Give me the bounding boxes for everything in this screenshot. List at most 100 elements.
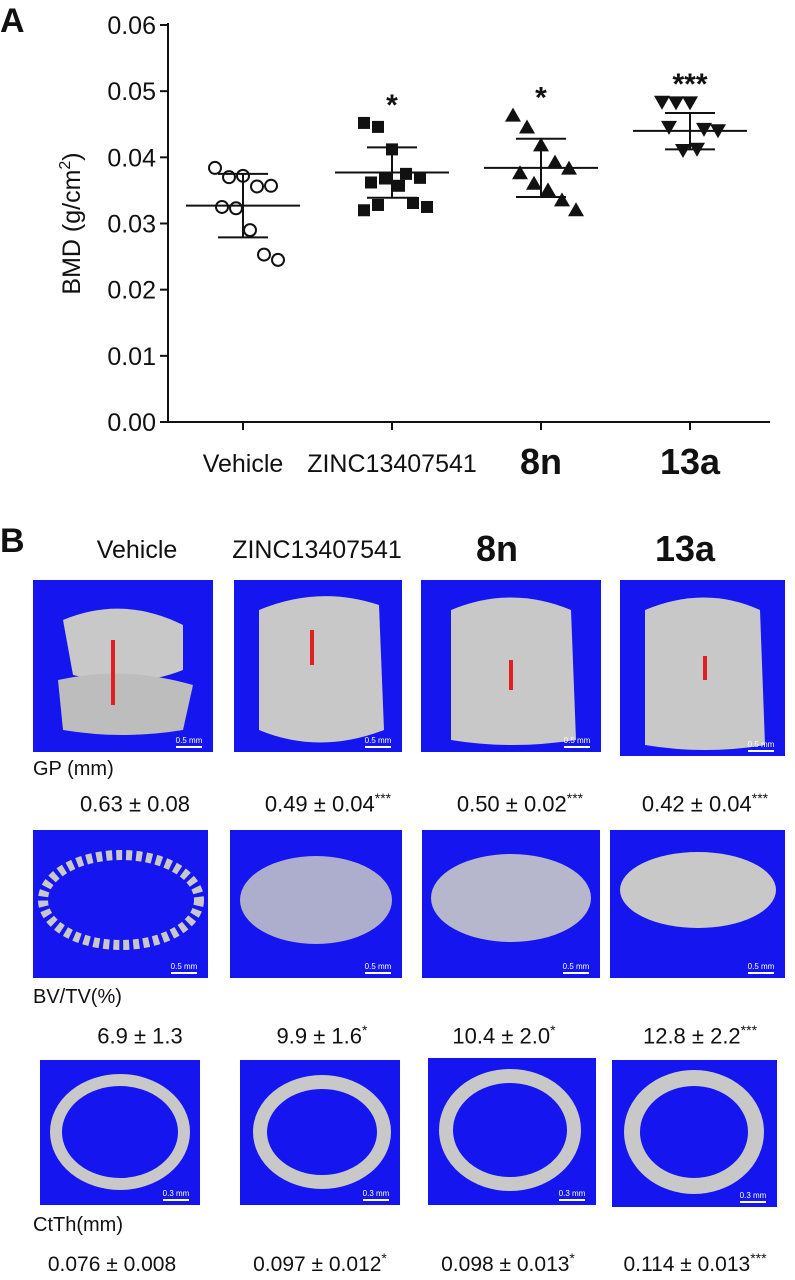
row-label-gp: GP (mm) [33,758,114,780]
bvtv-image-zinc: 0.5 mm [230,830,402,978]
data-point [540,182,556,197]
bvtv-stat-zinc: 9.9 ± 1.6* [276,1022,368,1049]
ctth-image-13a: 0.3 mm [612,1060,777,1207]
data-point [554,192,570,207]
y-tick-label: 0.04 [107,144,156,172]
data-point [257,247,271,262]
ctth-image-zinc: 0.3 mm [240,1060,400,1205]
data-point [250,179,264,194]
gp-stat-13a: 0.42 ± 0.04*** [641,790,769,817]
scale-bar: 0.5 mm [741,740,781,752]
scale-bar: 0.3 mm [552,1189,592,1201]
ctth-image-8n: 0.3 mm [428,1058,596,1205]
scale-bar: 0.3 mm [156,1189,196,1201]
gp-stat-vehicle: 0.63 ± 0.08 [80,791,190,817]
bvtv-image-vehicle: 0.5 mm [33,830,208,978]
x-tick-label: ZINC13407541 [307,450,477,478]
bvtv-image-13a: 0.5 mm [610,830,785,978]
data-point [372,198,384,211]
y-tick-label: 0.00 [107,409,156,437]
bone-render [620,852,776,928]
y-tick-label: 0.06 [107,12,156,40]
x-tick-label: Vehicle [203,450,284,478]
data-point [264,178,278,193]
col-head-8n: 8n [475,528,518,569]
col-head-13a: 13a [654,528,716,569]
bone-render [645,597,765,750]
data-point [379,172,391,185]
gp-image-zinc: 0.5 mm [234,580,402,752]
bone-render [431,854,591,942]
series-Vehicle [186,160,300,267]
ctth-image-vehicle: 0.3 mm [40,1060,200,1205]
gp-image-13a: 0.5 mm [620,580,785,756]
data-point [365,176,377,189]
data-point [372,120,384,133]
data-point [675,144,691,159]
series-8n: * [484,82,598,217]
y-axis-label: BMD (g/cm2) [57,152,86,294]
data-point [208,160,222,175]
scale-bar: 0.3 mm [733,1191,773,1203]
bone-render [439,1069,581,1191]
data-point [654,95,670,110]
data-point [400,167,412,180]
bvtv-image-8n: 0.5 mm [422,830,600,978]
significance-label: *** [672,68,707,101]
data-point [271,252,285,267]
col-head-zinc: ZINC13407541 [232,536,402,564]
bone-render [451,597,576,745]
data-point [393,179,405,192]
bone-render [624,1070,764,1194]
bone-render [58,608,193,735]
scale-bar: 0.5 mm [741,962,781,974]
scale-bar: 0.5 mm [169,736,209,748]
significance-label: * [535,82,547,115]
data-point [414,171,426,184]
col-head-vehicle: Vehicle [96,536,178,564]
bone-render [50,1074,190,1190]
data-point [358,204,370,217]
scale-bar: 0.5 mm [358,962,398,974]
x-tick-label: 8n [520,441,562,482]
bone-render [38,850,204,950]
data-point [512,165,528,180]
y-tick-label: 0.05 [107,78,156,106]
bmd-scatter-chart: 0.00 0.01 0.02 0.03 0.04 0.05 0.06 Vehicle ZINC1… [57,12,770,482]
y-tick-label: 0.01 [107,343,156,371]
data-point [215,199,229,214]
scale-bar: 0.5 mm [358,736,398,748]
scale-bar: 0.5 mm [556,962,596,974]
scale-bar: 0.5 mm [557,736,597,748]
bone-render [253,1075,391,1189]
panel-a-label: A [0,2,25,40]
chart-axes: 0.00 0.01 0.02 0.03 0.04 0.05 0.06 Vehicle ZINC1… [57,12,770,482]
data-point [682,96,698,111]
chart-marks: * * *** [186,68,747,267]
data-point [407,196,419,209]
bone-render [259,596,384,743]
data-point [243,223,257,238]
data-point [661,120,677,135]
ctth-stat-zinc: 0.097 ± 0.012* [253,1250,387,1276]
scale-bar: 0.5 mm [164,962,204,974]
gp-stat-8n: 0.50 ± 0.02*** [456,790,584,817]
gp-stat-zinc: 0.49 ± 0.04*** [264,790,392,817]
data-point [519,119,535,134]
bvtv-stat-vehicle: 6.9 ± 1.3 [97,1023,183,1049]
bone-render [240,856,392,944]
data-point [229,201,243,216]
data-point [358,116,370,129]
data-point [668,96,684,111]
x-tick-label: 13a [660,441,721,482]
series-13a: *** [633,68,747,159]
y-tick-label: 0.02 [107,277,156,305]
y-tick-label: 0.03 [107,211,156,239]
gp-image-vehicle: 0.5 mm [33,580,213,752]
ctth-stat-13a: 0.114 ± 0.013*** [623,1250,767,1276]
bvtv-stat-8n: 10.4 ± 2.0* [452,1022,556,1049]
data-point [526,175,542,190]
ctth-stat-vehicle: 0.076 ± 0.008 [47,1253,177,1276]
data-point [505,107,521,122]
bvtv-stat-13a: 12.8 ± 2.2*** [642,1022,758,1049]
